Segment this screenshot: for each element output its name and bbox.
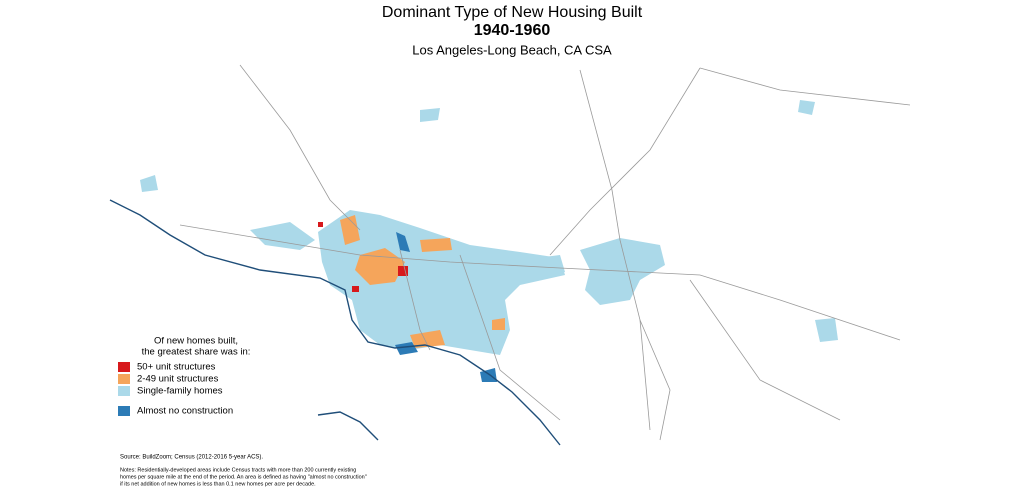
road [579,69,651,431]
no-construction-area [396,232,410,252]
period: 1940-1960 [474,22,551,39]
title: Dominant Type of New Housing Built [382,4,643,21]
legend-title: the greatest share was in: [142,347,251,358]
legend-label: Almost no construction [137,406,233,417]
no-construction-area [395,342,418,355]
map [109,64,911,446]
coastline [109,199,561,446]
multi-family-area [340,215,360,245]
single-family-area [815,318,838,342]
legend-swatch [118,374,130,384]
high-rise-area [318,222,323,227]
road [699,67,911,106]
source: Source: BuildZoom; Census (2012-2016 5-y… [120,455,263,461]
notes: homes per square mile at the end of the … [120,474,367,480]
legend-swatch [118,386,130,396]
legend-swatch [118,406,130,416]
multi-family-area [492,318,505,330]
road [639,319,671,441]
single-family-area [520,255,565,278]
road [459,254,561,421]
single-family-area [798,100,815,115]
high-rise-area [398,266,408,276]
coastline [317,411,379,441]
single-family-area [250,222,315,250]
multi-family-area [420,238,452,252]
legend-label: Single-family homes [137,386,223,397]
legend-title: Of new homes built, [154,336,238,347]
notes: if its net addition of new homes is less… [120,481,316,487]
road [689,279,841,421]
high-rise-area [352,286,359,292]
region: Los Angeles-Long Beach, CA CSA [412,42,612,57]
legend-label: 2-49 unit structures [137,374,219,385]
notes: Notes: Residentially-developed areas inc… [120,467,356,473]
legend-label: 50+ unit structures [137,362,216,373]
multi-family-area [410,330,445,348]
road [549,67,701,256]
single-family-area [140,175,158,192]
road [239,64,361,231]
single-family-area [420,108,440,122]
road [399,249,431,351]
legend-swatch [118,362,130,372]
road [179,224,901,341]
